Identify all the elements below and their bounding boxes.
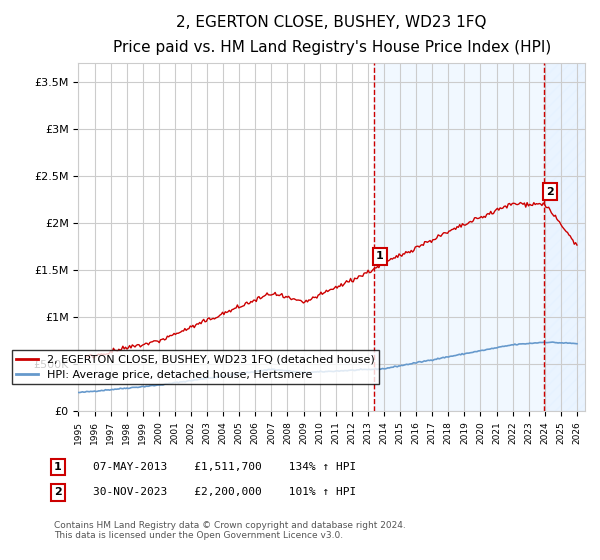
Text: 1: 1 bbox=[376, 251, 383, 262]
Text: Contains HM Land Registry data © Crown copyright and database right 2024.
This d: Contains HM Land Registry data © Crown c… bbox=[54, 521, 406, 540]
Title: 2, EGERTON CLOSE, BUSHEY, WD23 1FQ
Price paid vs. HM Land Registry's House Price: 2, EGERTON CLOSE, BUSHEY, WD23 1FQ Price… bbox=[113, 15, 551, 55]
Text: 2: 2 bbox=[54, 487, 62, 497]
Text: 1: 1 bbox=[54, 462, 62, 472]
Text: 2: 2 bbox=[546, 186, 554, 197]
Text: 30-NOV-2023    £2,200,000    101% ↑ HPI: 30-NOV-2023 £2,200,000 101% ↑ HPI bbox=[93, 487, 356, 497]
Bar bbox=[374, 63, 585, 412]
Text: 07-MAY-2013    £1,511,700    134% ↑ HPI: 07-MAY-2013 £1,511,700 134% ↑ HPI bbox=[93, 462, 356, 472]
Legend: 2, EGERTON CLOSE, BUSHEY, WD23 1FQ (detached house), HPI: Average price, detache: 2, EGERTON CLOSE, BUSHEY, WD23 1FQ (deta… bbox=[11, 350, 379, 384]
Bar bbox=[544, 63, 585, 412]
